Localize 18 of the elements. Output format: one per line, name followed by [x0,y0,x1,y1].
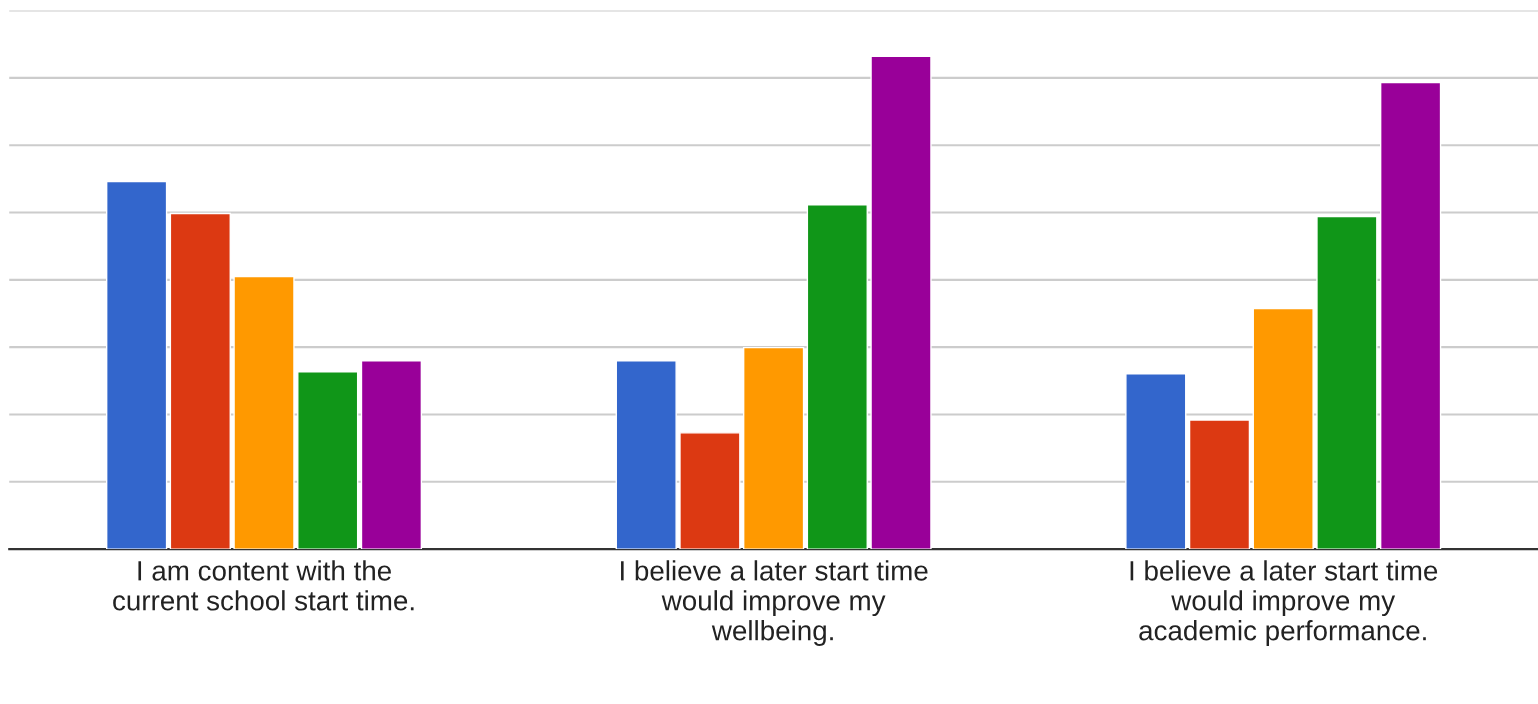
bar [615,360,677,550]
bar [1125,373,1187,550]
bar [679,432,741,550]
x-tick-label: I believe a later start time would improve my academic performance. [1130,560,1438,646]
bar [1316,215,1378,550]
x-tick-label: I am content with the current school start time. [113,560,414,611]
bar [1188,419,1251,550]
bar [806,204,868,550]
bar [233,275,295,550]
bar [1252,307,1314,550]
bar [297,371,359,550]
bar [105,180,168,550]
bar [870,55,932,550]
bar [742,346,805,550]
bar [360,360,423,550]
x-tick-label: I believe a later start time would improve my wellbeing. [621,560,928,646]
bar [1379,81,1442,550]
bar [169,212,231,550]
